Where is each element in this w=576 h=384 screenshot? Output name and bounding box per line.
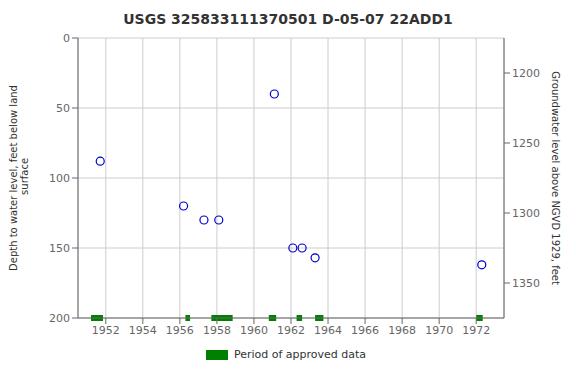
svg-text:0: 0 [63,32,70,45]
svg-text:Groundwater level above NGVD 1: Groundwater level above NGVD 1929, feet [550,71,561,285]
svg-text:1962: 1962 [277,324,305,337]
svg-text:1200: 1200 [512,67,540,80]
svg-text:1300: 1300 [512,207,540,220]
svg-text:1972: 1972 [462,324,490,337]
svg-text:1970: 1970 [425,324,453,337]
svg-text:1952: 1952 [92,324,120,337]
svg-text:Depth to water level, feet bel: Depth to water level, feet below land su… [8,85,30,271]
svg-text:100: 100 [49,172,70,185]
svg-text:200: 200 [49,312,70,325]
svg-text:1350: 1350 [512,277,540,290]
svg-text:1968: 1968 [388,324,416,337]
svg-text:1960: 1960 [240,324,268,337]
svg-text:1954: 1954 [129,324,157,337]
svg-text:1250: 1250 [512,137,540,150]
svg-text:1966: 1966 [351,324,379,337]
svg-text:1964: 1964 [314,324,342,337]
svg-text:1958: 1958 [203,324,231,337]
svg-text:150: 150 [49,242,70,255]
html-text:Period of approved data: Period of approved data [233,348,367,361]
svg-text:1956: 1956 [166,324,194,337]
html-text:USGS 325833111370501 D-05-07 2: USGS 325833111370501 D-05-07 22ADD1 [123,11,453,27]
svg-text:50: 50 [56,102,70,115]
